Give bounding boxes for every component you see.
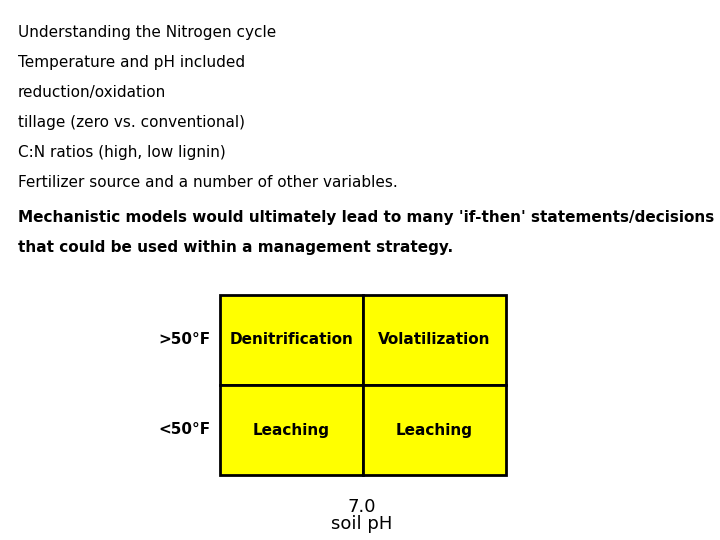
Text: tillage (zero vs. conventional): tillage (zero vs. conventional) bbox=[18, 115, 245, 130]
Text: Fertilizer source and a number of other variables.: Fertilizer source and a number of other … bbox=[18, 175, 397, 190]
Text: 7.0: 7.0 bbox=[348, 498, 377, 516]
Bar bbox=[220, 385, 363, 475]
Text: Mechanistic models would ultimately lead to many 'if-then' statements/decisions: Mechanistic models would ultimately lead… bbox=[18, 210, 714, 225]
Text: >50°F: >50°F bbox=[158, 333, 210, 348]
Bar bbox=[220, 295, 363, 385]
Bar bbox=[363, 295, 506, 385]
Text: Leaching: Leaching bbox=[396, 422, 473, 437]
Text: that could be used within a management strategy.: that could be used within a management s… bbox=[18, 240, 453, 255]
Bar bbox=[363, 385, 506, 475]
Text: Understanding the Nitrogen cycle: Understanding the Nitrogen cycle bbox=[18, 25, 276, 40]
Text: reduction/oxidation: reduction/oxidation bbox=[18, 85, 166, 100]
Text: Volatilization: Volatilization bbox=[378, 333, 491, 348]
Text: soil pH: soil pH bbox=[331, 515, 392, 533]
Text: Temperature and pH included: Temperature and pH included bbox=[18, 55, 245, 70]
Text: Denitrification: Denitrification bbox=[230, 333, 354, 348]
Text: <50°F: <50°F bbox=[158, 422, 210, 437]
Text: Leaching: Leaching bbox=[253, 422, 330, 437]
Text: C:N ratios (high, low lignin): C:N ratios (high, low lignin) bbox=[18, 145, 226, 160]
